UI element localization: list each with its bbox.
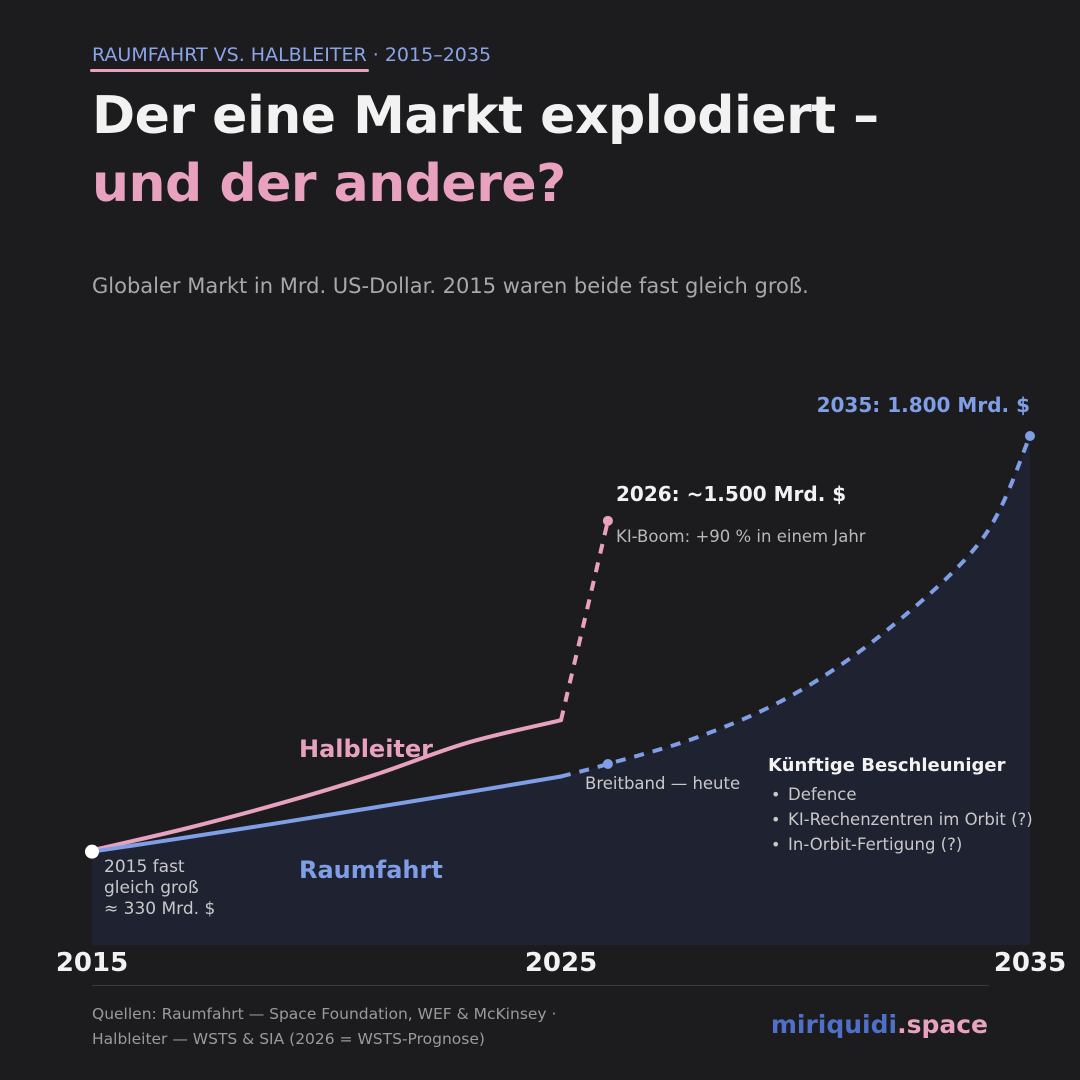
halbleiter-point-marker: [602, 515, 613, 526]
kicker: RAUMFAHRT VS. HALBLEITER · 2015–2035: [90, 44, 492, 72]
raumfahrt-area: [92, 436, 1030, 945]
subtitle: Globaler Markt in Mrd. US-Dollar. 2015 w…: [92, 274, 809, 298]
start-point-marker: [85, 844, 99, 859]
sources-line-2: Halbleiter — WSTS & SIA (2026 = WSTS-Pro…: [92, 1030, 485, 1048]
accelerator-bullet: •: [771, 810, 780, 829]
brand-part-2: .space: [897, 1010, 988, 1039]
x-tick-label: 2035: [994, 948, 1066, 978]
raumfahrt-line-actual: [90, 774, 563, 854]
annotation-2035: 2035: 1.800 Mrd. $: [817, 393, 1030, 417]
kicker-years: 2015–2035: [384, 44, 492, 66]
sources: Quellen: Raumfahrt — Space Foundation, W…: [92, 1002, 612, 1052]
kicker-separator: ·: [366, 44, 385, 66]
accelerator-bullet: •: [771, 785, 780, 804]
brand-part-1: miriquidi: [770, 1010, 898, 1039]
kicker-main: RAUMFAHRT VS. HALBLEITER: [90, 44, 369, 72]
accelerators-title: Künftige Beschleuniger: [768, 755, 1006, 776]
accelerator-item: KI-Rechenzentren im Orbit (?): [788, 810, 1033, 829]
footer-divider: [92, 985, 989, 986]
start-note-line-2: gleich groß: [104, 878, 199, 898]
annotation-ki-boom: KI-Boom: +90 % in einem Jahr: [616, 527, 866, 546]
label-halbleiter: Halbleiter: [299, 735, 433, 763]
x-tick-label: 2015: [56, 948, 128, 978]
start-note-line-3: ≈ 330 Mrd. $: [104, 899, 215, 919]
series-lines: [90, 435, 1032, 854]
series-markers: [85, 431, 1035, 859]
halbleiter-line-forecast: [559, 520, 610, 721]
annotation-breitband: Breitband — heute: [585, 774, 740, 793]
title-line-2: und der andere?: [92, 154, 566, 214]
brand-logo: miriquidi.space: [771, 1010, 988, 1039]
accelerator-item: Defence: [788, 785, 857, 804]
accelerator-item: In-Orbit-Fertigung (?): [788, 835, 962, 854]
halbleiter-line-actual: [90, 718, 563, 853]
label-raumfahrt: Raumfahrt: [299, 856, 443, 884]
accelerator-bullet: •: [771, 835, 780, 854]
annotation-2026: 2026: ~1.500 Mrd. $: [616, 482, 846, 506]
sources-line-1: Quellen: Raumfahrt — Space Foundation, W…: [92, 1005, 557, 1023]
raumfahrt-point-marker: [602, 759, 613, 770]
title-line-1: Der eine Markt explodiert –: [92, 86, 879, 146]
raumfahrt-line-forecast: [560, 435, 1032, 779]
x-tick-label: 2025: [525, 948, 597, 978]
raumfahrt-point-marker: [1025, 431, 1035, 441]
start-note-line-1: 2015 fast: [104, 857, 185, 877]
